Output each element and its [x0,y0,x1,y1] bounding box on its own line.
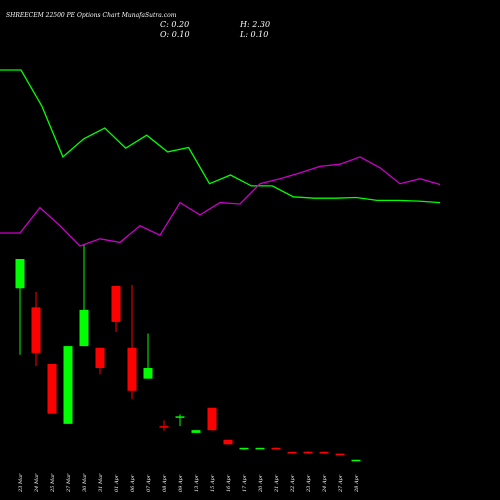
chart-title: SHREECEM 22500 PE Options Chart MunafaSu… [6,12,177,19]
indicator-lines [0,69,441,247]
candle-body [303,451,313,454]
candle-body [335,453,345,456]
high-value: H: 2.30 [239,20,270,29]
candle-body [191,430,201,433]
date-label: 24 Apr [322,474,328,493]
date-label: 22 Apr [290,474,296,493]
date-label: 23 Apr [306,474,312,493]
date-label: 20 Apr [258,474,264,493]
candle-body [127,347,137,391]
candle-body [79,309,89,347]
candlesticks [15,244,361,462]
candle-body [143,367,153,379]
candle-body [15,259,25,289]
date-label: 27 Mar [66,473,72,493]
candle-body [111,286,121,322]
candle-body [159,426,169,428]
date-label: 16 Apr [226,474,232,492]
low-value: L: 0.10 [239,30,268,39]
candle-body [351,459,361,462]
date-label: 23 Mar [18,473,24,493]
candle-body [207,407,217,431]
date-label: 01 Apr [114,474,120,492]
close-value: C: 0.20 [160,20,189,29]
candle-body [63,346,73,424]
candle-body [223,439,233,445]
date-label: 07 Apr [146,474,152,492]
date-label: 08 Apr [162,474,168,492]
date-label: 09 Apr [178,474,184,492]
date-label: 31 Mar [98,473,104,492]
candle-body [31,307,41,353]
open-value: O: 0.10 [160,30,190,39]
candle-body [47,364,57,414]
date-label: 28 Apr [354,474,360,493]
candle-body [239,447,249,450]
candle-body [319,451,329,454]
date-label: 30 Mar [82,473,88,492]
date-label: 15 Apr [210,474,216,492]
candle-body [95,347,105,368]
date-label: 24 Mar [34,473,40,493]
date-label: 27 Apr [338,474,344,493]
line-magenta [0,156,441,247]
date-axis: 23 Mar 24 Mar 25 Mar 27 Mar 30 Mar 31 Mar 01 A… [18,473,360,493]
date-label: 17 Apr [242,474,248,492]
date-label: 21 Apr [274,474,280,493]
date-label: 06 Apr [130,474,136,492]
candle-body [287,451,297,454]
date-label: 13 Apr [194,474,200,492]
date-label: 25 Mar [50,473,56,493]
candle-body [271,447,281,450]
candle-body [175,416,185,418]
candle-body [255,447,265,450]
line-green [0,69,441,204]
